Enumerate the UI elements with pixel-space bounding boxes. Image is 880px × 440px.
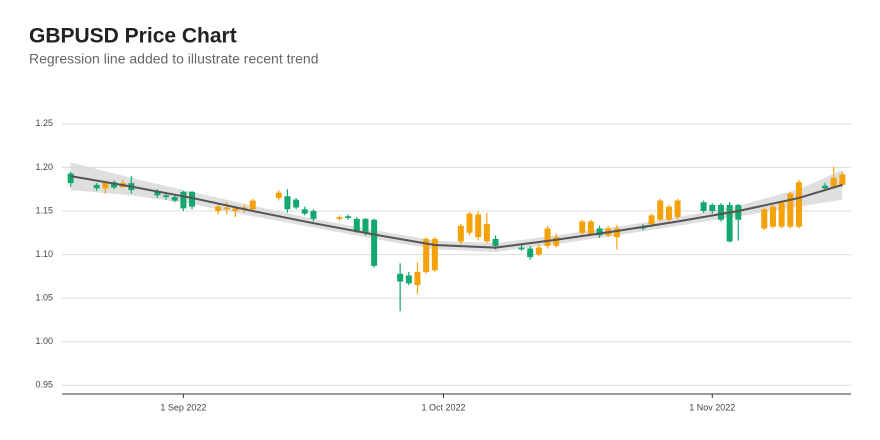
candle-body xyxy=(275,192,282,198)
candle-body xyxy=(726,204,733,242)
candle-body xyxy=(821,185,828,189)
candle-body xyxy=(249,200,256,210)
candle-body xyxy=(553,237,560,246)
candle-body xyxy=(457,225,464,242)
y-tick-label: 1.20 xyxy=(35,162,53,172)
candle-body xyxy=(587,221,594,234)
candle-body xyxy=(492,238,499,246)
candle-body xyxy=(180,191,187,209)
chart-subtitle: Regression line added to illustrate rece… xyxy=(29,51,319,67)
candle-body xyxy=(293,199,300,208)
y-tick-label: 0.95 xyxy=(35,380,53,390)
candle-body xyxy=(154,190,161,196)
candle-body xyxy=(431,238,438,271)
candle-body xyxy=(301,209,308,214)
candle-body xyxy=(657,200,664,220)
candle-body xyxy=(795,182,802,227)
candle-body xyxy=(215,206,222,211)
candle-body xyxy=(223,207,230,210)
candle-body xyxy=(405,275,412,284)
confidence-band xyxy=(70,162,843,252)
candle-body xyxy=(544,228,551,246)
candle-body xyxy=(310,211,317,219)
candle-body xyxy=(102,182,109,189)
candle-body xyxy=(674,200,681,218)
candle-body xyxy=(700,202,707,211)
chart-title: GBPUSD Price Chart xyxy=(29,25,237,48)
candle-body xyxy=(371,219,378,266)
candle-body xyxy=(353,218,360,232)
y-tick-label: 1.25 xyxy=(35,118,53,128)
x-tick-label: 1 Nov 2022 xyxy=(689,402,735,412)
candle-body xyxy=(93,184,100,189)
candle-body xyxy=(527,248,534,258)
candle-body xyxy=(111,182,118,188)
candle-body xyxy=(769,206,776,227)
candle-body xyxy=(414,272,421,286)
candle-body xyxy=(613,228,620,238)
candle-body xyxy=(787,193,794,227)
candle-body xyxy=(483,224,490,242)
candle-body xyxy=(778,202,785,227)
candle-body xyxy=(665,206,672,220)
candle-body xyxy=(839,174,846,185)
candle-body xyxy=(648,215,655,225)
x-tick-label: 1 Oct 2022 xyxy=(421,402,465,412)
candle-body xyxy=(761,209,768,229)
candle-body xyxy=(67,173,74,184)
y-tick-label: 1.10 xyxy=(35,249,53,259)
y-tick-label: 1.15 xyxy=(35,205,53,215)
x-tick-label: 1 Sep 2022 xyxy=(160,402,206,412)
candle-body xyxy=(171,197,178,201)
candle-body xyxy=(596,228,603,236)
candle-body xyxy=(717,204,724,220)
candle-body xyxy=(735,204,742,220)
candle-body xyxy=(423,238,430,272)
candle-body xyxy=(232,208,239,211)
candle-body xyxy=(345,216,352,218)
candle-body xyxy=(189,191,196,207)
candle-body xyxy=(709,204,716,211)
candle-body xyxy=(284,196,291,210)
y-tick-label: 1.00 xyxy=(35,336,53,346)
candle-body xyxy=(518,247,525,250)
candle-body xyxy=(475,214,482,238)
candle-body xyxy=(336,217,343,219)
candle-body xyxy=(397,273,404,282)
regression-line xyxy=(70,175,843,249)
candle-body xyxy=(535,247,542,255)
candle-body xyxy=(163,195,170,198)
candle-body xyxy=(830,177,837,187)
y-tick-label: 1.05 xyxy=(35,293,53,303)
candle-body xyxy=(579,221,586,233)
candle-body xyxy=(362,218,369,233)
candle-body xyxy=(466,213,473,233)
